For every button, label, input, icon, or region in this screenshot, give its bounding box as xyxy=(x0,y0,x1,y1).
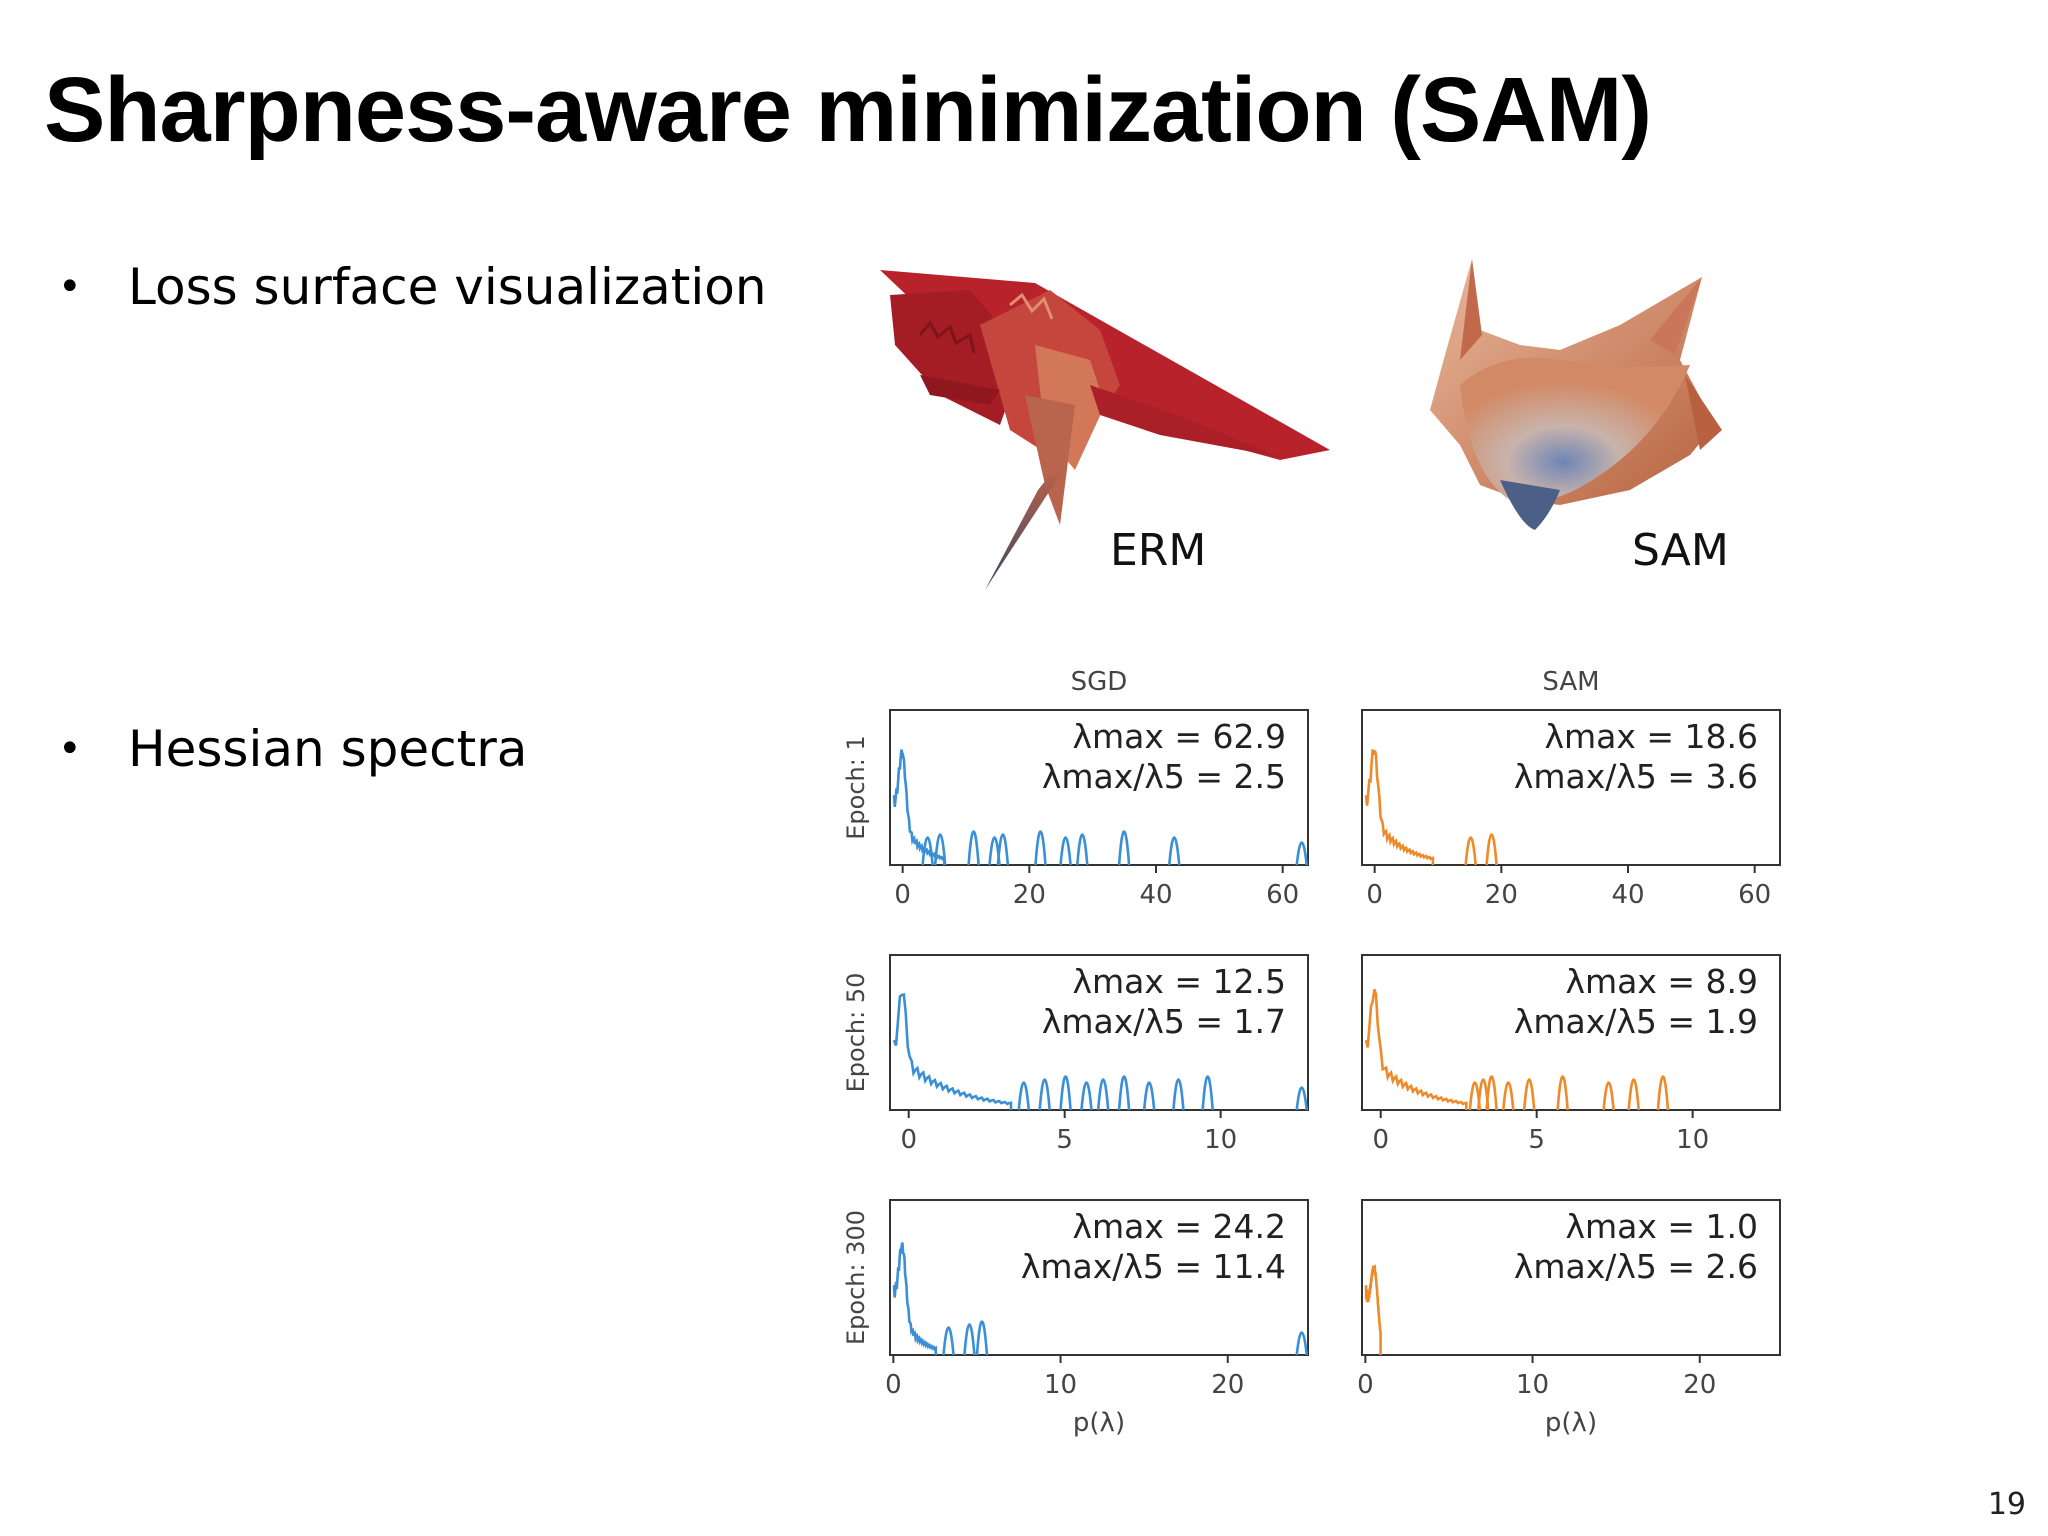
spectrum-spike xyxy=(1142,1081,1156,1111)
spectrum-spike xyxy=(1602,1081,1615,1111)
x-tick-label: 10 xyxy=(1676,1125,1709,1155)
spectrum-spike xyxy=(942,1326,955,1356)
lambda-max-annotation: λmax = 18.6 xyxy=(1544,717,1758,756)
lambda-max-annotation: λmax = 8.9 xyxy=(1565,962,1758,1001)
lambda-ratio-annotation: λmax/λ5 = 3.6 xyxy=(1514,757,1758,796)
erm-loss-surface-image xyxy=(880,270,1330,590)
x-tick-label: 60 xyxy=(1738,880,1771,910)
spectrum-spike xyxy=(1059,1075,1072,1111)
spectrum-spike xyxy=(1522,1078,1536,1111)
spectrum-spike xyxy=(1502,1081,1515,1111)
spectrum-spike xyxy=(1096,1078,1110,1111)
lambda-ratio-annotation: λmax/λ5 = 2.5 xyxy=(1042,757,1286,796)
x-tick-label: 0 xyxy=(894,880,911,910)
spectrum-spike xyxy=(1017,1081,1031,1111)
x-tick-label: 60 xyxy=(1266,880,1299,910)
x-tick-label: 0 xyxy=(1372,1125,1389,1155)
slide-number: 19 xyxy=(1987,1487,2026,1522)
spectrum-panel-frame xyxy=(1361,954,1781,1111)
x-tick-label: 20 xyxy=(1211,1370,1244,1400)
spectrum-spike xyxy=(933,833,947,866)
spectrum-spike xyxy=(1201,1075,1214,1111)
spectrum-spike xyxy=(1627,1078,1640,1111)
loss-surface-figures xyxy=(880,259,1722,590)
spectrum-spike xyxy=(975,1320,989,1356)
lambda-ratio-annotation: λmax/λ5 = 1.9 xyxy=(1514,1002,1758,1041)
bullet-hessian-spectra: • Hessian spectra xyxy=(58,720,527,778)
spectrum-spike xyxy=(921,836,934,866)
x-tick-label: 5 xyxy=(1528,1125,1545,1155)
x-axis-label: p(λ) xyxy=(1545,1408,1597,1438)
spectrum-trace xyxy=(1364,989,1468,1110)
spectrum-spike xyxy=(1172,1078,1185,1111)
row-label: Epoch: 50 xyxy=(842,973,870,1093)
spectrum-spike xyxy=(1038,1078,1051,1111)
slide-title: Sharpness-aware minimization (SAM) xyxy=(44,59,1652,161)
row-label: Epoch: 300 xyxy=(842,1210,870,1345)
row-label: Epoch: 1 xyxy=(842,735,870,839)
spectrum-spike xyxy=(1295,1086,1309,1111)
spectrum-panel-frame xyxy=(1361,709,1781,866)
lambda-ratio-annotation: λmax/λ5 = 11.4 xyxy=(1021,1247,1286,1286)
sam-label: SAM xyxy=(1632,525,1729,576)
spectrum-spike xyxy=(1075,833,1089,866)
x-axis-label: p(λ) xyxy=(1073,1408,1125,1438)
bullet-text: Hessian spectra xyxy=(128,720,528,778)
column-title-sgd: SGD xyxy=(1071,667,1128,697)
bullet-glyph: • xyxy=(58,726,82,772)
spectrum-spike xyxy=(1034,830,1047,866)
spectrum-spike xyxy=(1117,830,1131,866)
spectrum-spike xyxy=(1464,836,1477,866)
x-tick-label: 40 xyxy=(1611,880,1644,910)
spectrum-spike xyxy=(1556,1075,1569,1111)
spectrum-spike xyxy=(996,833,1010,866)
spectrum-spike xyxy=(963,1323,976,1356)
x-tick-label: 20 xyxy=(1683,1370,1716,1400)
x-tick-label: 0 xyxy=(885,1370,902,1400)
spectrum-panel-frame xyxy=(1361,1199,1781,1356)
spectrum-spike xyxy=(1080,1081,1093,1111)
x-tick-label: 10 xyxy=(1516,1370,1549,1400)
lambda-max-annotation: λmax = 1.0 xyxy=(1565,1207,1758,1246)
x-tick-label: 0 xyxy=(900,1125,917,1155)
spectrum-spike xyxy=(1295,841,1309,866)
erm-label: ERM xyxy=(1110,525,1207,576)
lambda-ratio-annotation: λmax/λ5 = 2.6 xyxy=(1514,1247,1758,1286)
bullet-glyph: • xyxy=(58,264,82,310)
lambda-max-annotation: λmax = 62.9 xyxy=(1072,717,1286,756)
spectrum-trace xyxy=(892,993,1013,1110)
spectrum-spike xyxy=(967,830,980,866)
spectrum-spike xyxy=(1295,1331,1309,1356)
x-tick-label: 0 xyxy=(1357,1370,1374,1400)
spectrum-spike xyxy=(1485,1075,1498,1111)
x-tick-label: 0 xyxy=(1366,880,1383,910)
spectrum-panel-frame xyxy=(889,1199,1309,1356)
spectrum-panel-frame xyxy=(889,709,1309,866)
spectrum-trace xyxy=(1364,749,1435,865)
spectrum-spike xyxy=(1059,836,1072,866)
spectrum-trace xyxy=(1364,1264,1382,1355)
lambda-max-annotation: λmax = 24.2 xyxy=(1072,1207,1286,1246)
spectrum-trace xyxy=(892,1242,938,1355)
x-tick-label: 5 xyxy=(1056,1125,1073,1155)
bullet-loss-surface: • Loss surface visualization xyxy=(58,258,767,316)
sam-loss-surface-image xyxy=(1430,259,1722,530)
x-tick-label: 10 xyxy=(1204,1125,1237,1155)
lambda-max-annotation: λmax = 12.5 xyxy=(1072,962,1286,1001)
spectrum-spike xyxy=(1167,836,1181,866)
x-tick-label: 10 xyxy=(1044,1370,1077,1400)
spectrum-spike xyxy=(1117,1075,1131,1111)
column-title-sam: SAM xyxy=(1542,667,1599,697)
x-tick-label: 20 xyxy=(1013,880,1046,910)
spectrum-spike xyxy=(1656,1075,1670,1111)
lambda-ratio-annotation: λmax/λ5 = 1.7 xyxy=(1042,1002,1286,1041)
bullet-text: Loss surface visualization xyxy=(128,258,767,316)
x-tick-label: 20 xyxy=(1485,880,1518,910)
x-tick-label: 40 xyxy=(1139,880,1172,910)
spectrum-spike xyxy=(1485,833,1498,866)
